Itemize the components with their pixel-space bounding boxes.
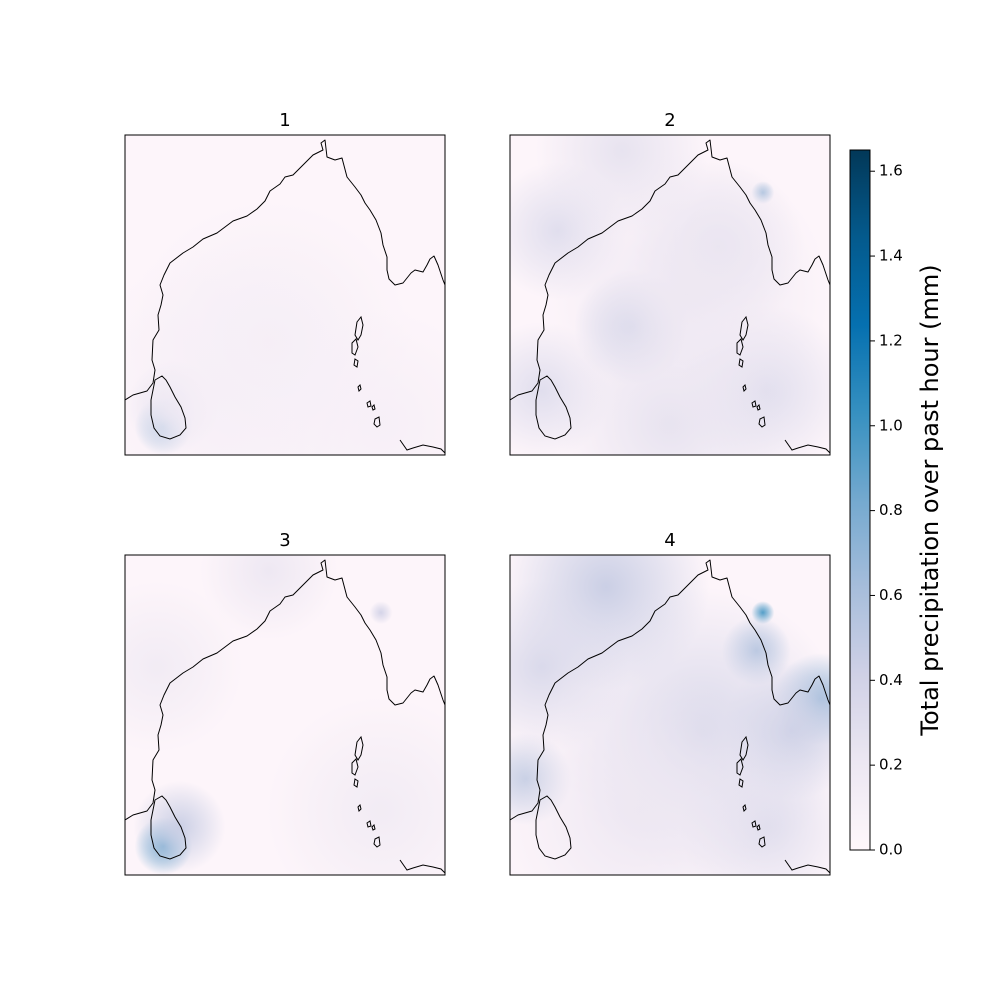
precip-cell bbox=[265, 307, 445, 455]
colorbar-tick-label: 0.4 bbox=[879, 671, 903, 689]
island-coastline bbox=[353, 778, 359, 788]
island-coastline bbox=[351, 338, 359, 356]
colorbar-tick-label: 0.8 bbox=[879, 501, 903, 519]
island-coastline bbox=[535, 375, 572, 440]
precip-cell bbox=[133, 780, 226, 874]
precip-cell bbox=[510, 667, 782, 875]
colorbar: 0.0 0.2 0.4 0.6 0.8 1.0 1.2 1.4 1.6 Total precip… bbox=[849, 149, 944, 859]
island-coastline bbox=[373, 836, 381, 848]
coastline bbox=[784, 439, 830, 454]
map-panel-2: 2 bbox=[509, 110, 831, 456]
panel-frame bbox=[124, 134, 446, 456]
colorbar-tick-label: 1.4 bbox=[879, 247, 903, 265]
colorbar-tick-label: 1.2 bbox=[879, 331, 903, 349]
island-coastline bbox=[373, 416, 381, 428]
island-coastline bbox=[756, 404, 761, 411]
island-coastline bbox=[150, 375, 187, 440]
colorbar-tick-label: 0.0 bbox=[879, 841, 903, 859]
island-coastline bbox=[354, 315, 364, 341]
island-coastline bbox=[742, 384, 747, 392]
coastline bbox=[125, 139, 445, 401]
island-coastline bbox=[751, 400, 757, 408]
panel-frame bbox=[509, 554, 831, 876]
map-panel-3: 3 bbox=[124, 530, 446, 876]
panel-frame bbox=[124, 554, 446, 876]
colorbar-tick-label: 1.6 bbox=[879, 162, 903, 180]
island-coastline bbox=[742, 804, 747, 812]
island-coastline bbox=[739, 315, 749, 341]
coastline bbox=[510, 559, 830, 821]
panel-title: 3 bbox=[279, 530, 290, 551]
island-coastline bbox=[739, 735, 749, 761]
island-coastline bbox=[351, 758, 359, 776]
panel-title: 4 bbox=[664, 530, 675, 551]
precip-cell bbox=[542, 151, 830, 439]
island-coastline bbox=[353, 358, 359, 368]
island-coastline bbox=[371, 404, 376, 411]
coastline bbox=[784, 859, 830, 874]
coastline bbox=[399, 439, 445, 454]
island-coastline bbox=[357, 384, 362, 392]
colorbar-tick-label: 0.6 bbox=[879, 586, 903, 604]
island-coastline bbox=[150, 795, 187, 860]
colorbar-label: Total precipitation over past hour (mm) bbox=[916, 264, 944, 736]
island-coastline bbox=[756, 824, 761, 831]
island-coastline bbox=[738, 358, 744, 368]
colorbar-tick-label: 1.0 bbox=[879, 416, 903, 434]
map-panel-4: 4 bbox=[509, 530, 831, 876]
coastline bbox=[510, 139, 830, 401]
precip-cell bbox=[125, 580, 244, 754]
island-coastline bbox=[354, 735, 364, 761]
island-coastline bbox=[736, 758, 744, 776]
panel-title: 2 bbox=[664, 110, 675, 131]
panel-frame bbox=[509, 134, 831, 456]
island-coastline bbox=[751, 820, 757, 828]
colorbar-tick-label: 0.2 bbox=[879, 756, 903, 774]
colorbar-gradient bbox=[849, 149, 871, 851]
island-coastline bbox=[758, 416, 766, 428]
coastline bbox=[125, 559, 445, 821]
island-coastline bbox=[371, 824, 376, 831]
island-coastline bbox=[366, 820, 372, 828]
precip-cell bbox=[199, 555, 339, 641]
island-coastline bbox=[366, 400, 372, 408]
island-coastline bbox=[758, 836, 766, 848]
island-coastline bbox=[357, 804, 362, 812]
coastline bbox=[399, 859, 445, 874]
precip-cell bbox=[265, 695, 445, 875]
island-coastline bbox=[535, 795, 572, 860]
island-coastline bbox=[738, 778, 744, 788]
map-panel-1: 1 bbox=[124, 110, 446, 456]
precip-cell bbox=[369, 601, 393, 625]
panel-title: 1 bbox=[279, 110, 290, 131]
island-coastline bbox=[736, 338, 744, 356]
